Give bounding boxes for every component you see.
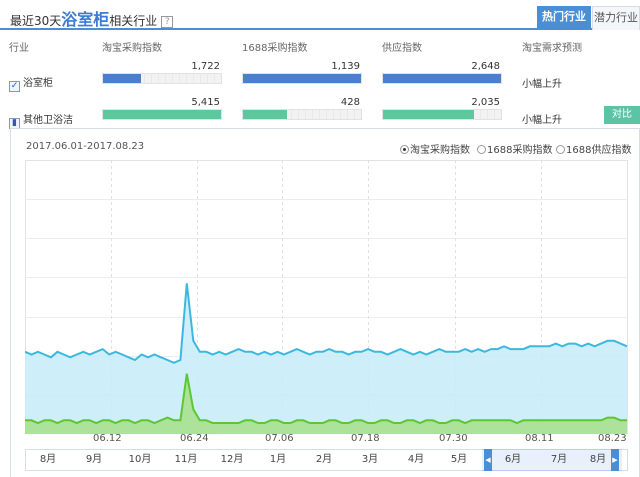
- table-row-label[interactable]: ✓ 浴室柜: [9, 74, 53, 92]
- demand-forecast: 小幅上升: [522, 115, 562, 126]
- bar-track: [242, 73, 362, 84]
- timeline-handle-right[interactable]: ▶: [611, 449, 619, 471]
- taobao-index-bar: 1,722: [102, 61, 222, 89]
- bar-fill: [383, 74, 501, 83]
- x-tick-label: 07.06: [265, 433, 294, 444]
- checkbox-icon[interactable]: ✓: [9, 81, 20, 92]
- section-title: 最近30天浴室柜相关行业?: [10, 6, 174, 30]
- industry-name: 其他卫浴洁: [23, 115, 73, 126]
- title-suffix: 相关行业: [109, 14, 158, 28]
- timeline-handle-left[interactable]: ◀: [484, 449, 492, 471]
- taobao-index-bar: 5,415: [102, 97, 222, 125]
- x-tick-label: 06.12: [93, 433, 122, 444]
- timeline-month[interactable]: 8月: [589, 454, 607, 465]
- radio-label: 1688采购指数: [487, 145, 553, 156]
- column-header-1688-index: 1688采购指数: [242, 43, 308, 54]
- bar-track: [382, 73, 502, 84]
- timeline-navigator[interactable]: [25, 449, 628, 471]
- bar-track: [382, 109, 502, 120]
- radio-icon[interactable]: [477, 145, 486, 154]
- 1688-index-bar: 1,139: [242, 61, 362, 89]
- radio-icon[interactable]: [556, 145, 565, 154]
- timeline-month[interactable]: 2月: [315, 454, 333, 465]
- supply-index-bar: 2,035: [382, 97, 502, 125]
- date-range: 2017.06.01-2017.08.23: [26, 141, 145, 152]
- series-area: [25, 283, 627, 434]
- bar-track: [102, 73, 222, 84]
- bar-fill: [383, 110, 474, 119]
- metric-value: 2,035: [471, 97, 500, 108]
- tab-potential-industry[interactable]: 潜力行业: [592, 6, 640, 30]
- series-line: [25, 283, 628, 364]
- x-tick-label: 07.30: [439, 433, 468, 444]
- timeline-month[interactable]: 10月: [128, 454, 152, 465]
- compare-button[interactable]: 对比: [604, 106, 640, 124]
- radio-label: 淘宝采购指数: [410, 145, 470, 156]
- section-header: 最近30天浴室柜相关行业? 热门行业 潜力行业: [0, 0, 640, 30]
- x-tick-label: 06.24: [180, 433, 209, 444]
- bar-fill: [243, 110, 288, 119]
- supply-index-bar: 2,648: [382, 61, 502, 89]
- metric-value: 428: [340, 97, 360, 108]
- radio-option-1688-supply[interactable]: 1688供应指数: [556, 141, 631, 156]
- bar-track: [242, 109, 362, 120]
- metric-value: 1,722: [191, 61, 220, 72]
- title-keyword: 浴室柜: [61, 10, 110, 29]
- timeline-month[interactable]: 6月: [504, 454, 522, 465]
- timeline-month[interactable]: 9月: [85, 454, 103, 465]
- radio-option-1688[interactable]: 1688采购指数: [477, 141, 552, 156]
- column-header-industry: 行业: [9, 43, 29, 54]
- industry-name: 浴室柜: [23, 78, 53, 89]
- bar-track: [102, 109, 222, 120]
- timeline-month[interactable]: 4月: [407, 454, 425, 465]
- metric-value: 2,648: [471, 61, 500, 72]
- timeline-month[interactable]: 7月: [550, 454, 568, 465]
- column-header-taobao-index: 淘宝采购指数: [102, 43, 162, 54]
- bar-fill: [103, 74, 142, 83]
- x-tick-label: 08.11: [525, 433, 554, 444]
- x-tick-label: 07.18: [351, 433, 380, 444]
- timeline-month[interactable]: 1月: [269, 454, 287, 465]
- series-line: [25, 373, 627, 425]
- radio-option-taobao[interactable]: 淘宝采购指数: [400, 141, 470, 156]
- help-icon[interactable]: ?: [161, 16, 174, 28]
- timeline-month[interactable]: 3月: [361, 454, 379, 465]
- radio-selected-icon[interactable]: [400, 145, 409, 154]
- radio-label: 1688供应指数: [566, 145, 632, 156]
- table-row-label[interactable]: ▮ 其他卫浴洁: [9, 111, 73, 129]
- demand-forecast: 小幅上升: [522, 79, 562, 90]
- timeline-month[interactable]: 11月: [174, 454, 198, 465]
- column-header-supply-index: 供应指数: [382, 43, 422, 54]
- metric-value: 1,139: [331, 61, 360, 72]
- column-header-demand-forecast: 淘宝需求预测: [522, 43, 582, 54]
- timeline-selection[interactable]: [482, 449, 622, 471]
- bar-fill: [243, 74, 361, 83]
- metric-value: 5,415: [191, 97, 220, 108]
- timeline-month[interactable]: 5月: [450, 454, 468, 465]
- title-prefix: 最近30天: [10, 14, 62, 28]
- tab-hot-industry[interactable]: 热门行业: [537, 6, 591, 30]
- bar-fill: [103, 110, 221, 119]
- timeline-month[interactable]: 8月: [39, 454, 57, 465]
- trend-area-chart: [25, 160, 628, 434]
- x-tick-label: 08.23: [598, 433, 627, 444]
- timeline-month[interactable]: 12月: [220, 454, 244, 465]
- 1688-index-bar: 428: [242, 97, 362, 125]
